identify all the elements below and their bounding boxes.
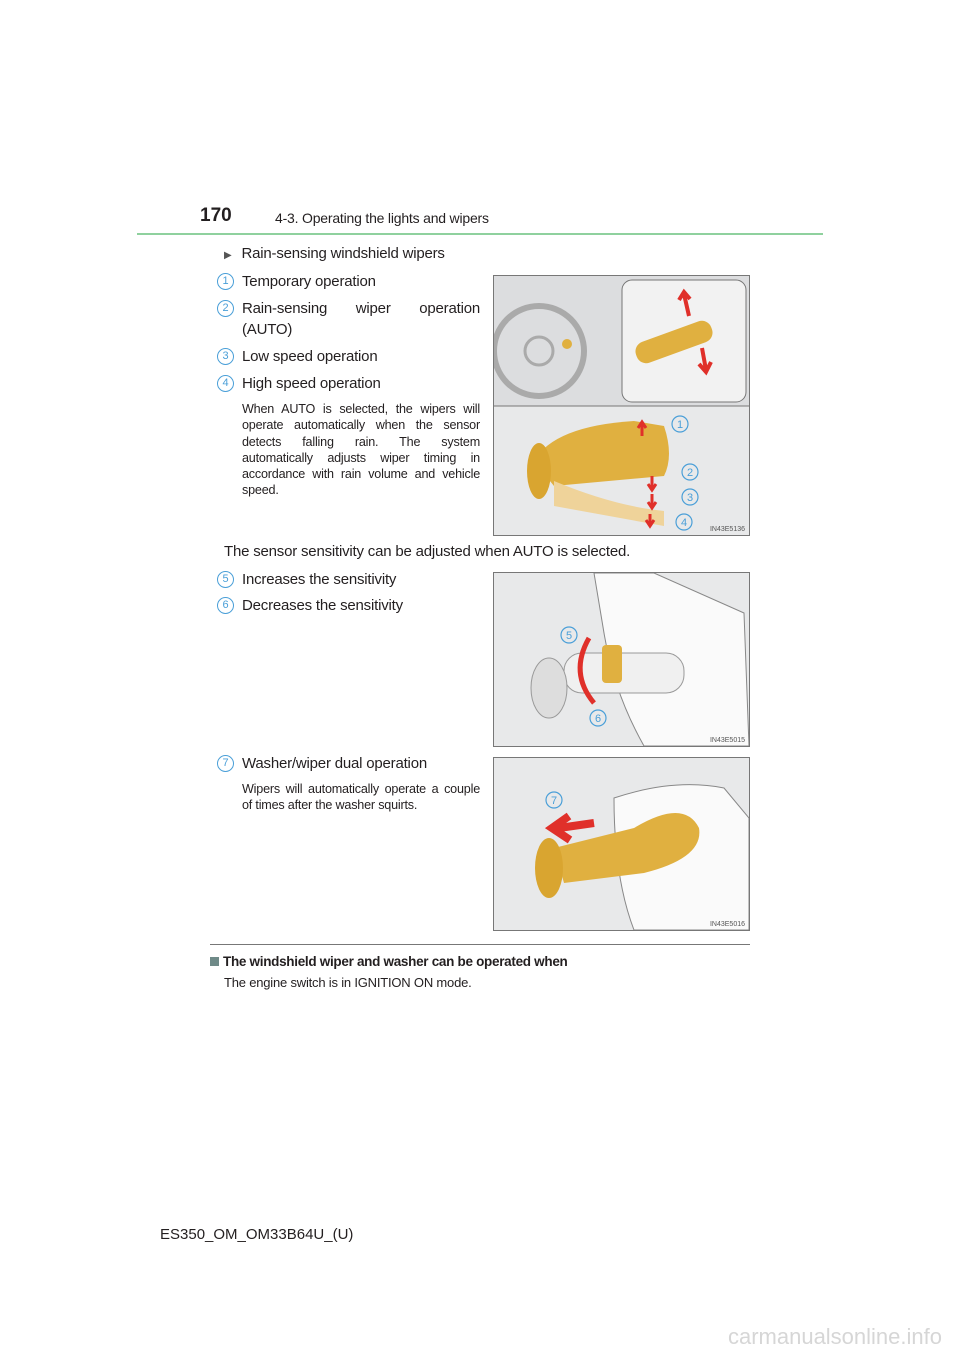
item-label: Temporary operation <box>242 273 376 290</box>
callout-7-icon: 7 <box>217 755 234 772</box>
subsection-heading: ▶ Rain-sensing windshield wipers <box>224 243 445 266</box>
svg-text:4: 4 <box>681 517 687 529</box>
page-number: 170 <box>200 205 232 226</box>
sensitivity-intro: The sensor sensitivity can be adjusted w… <box>224 543 631 560</box>
item-label: High speed operation <box>242 375 381 392</box>
svg-text:5: 5 <box>566 630 572 642</box>
item-label: Increases the sensitivity <box>242 571 397 588</box>
wiper-lever-figure: 1 2 3 4 IN43E5136 <box>493 275 750 536</box>
callout-5-icon: 5 <box>217 571 234 588</box>
note-text: Wipers will automatically operate a coup… <box>242 782 480 813</box>
callout-2-icon: 2 <box>217 300 234 317</box>
figure-code: IN43E5015 <box>709 737 745 744</box>
square-bullet-icon <box>210 957 219 966</box>
svg-text:2: 2 <box>687 467 693 479</box>
header-divider <box>137 233 823 235</box>
callout-6-icon: 6 <box>217 597 234 614</box>
item-label: Decreases the sensitivity <box>242 597 403 614</box>
item-label: Rain-sensing wiper operation (AUTO) <box>242 300 480 338</box>
note-text: When AUTO is selected, the wipers will o… <box>242 402 480 498</box>
watermark: carmanualsonline.info <box>727 1324 942 1349</box>
subsection-title: Rain-sensing windshield wipers <box>241 245 445 262</box>
item-label: Washer/wiper dual operation <box>242 755 427 772</box>
svg-text:6: 6 <box>595 713 601 725</box>
callout-4-icon: 4 <box>217 375 234 392</box>
item-label: Low speed operation <box>242 348 378 365</box>
triangle-bullet-icon: ▶ <box>224 250 232 261</box>
info-text: The engine switch is in IGNITION ON mode… <box>224 975 472 990</box>
callout-1-icon: 1 <box>217 273 234 290</box>
figure-code: IN43E5136 <box>709 526 745 533</box>
wiper-lever-illustration: 1 2 3 4 <box>494 276 749 531</box>
washer-figure: 7 IN43E5016 <box>493 757 750 931</box>
washer-illustration: 7 <box>535 784 749 930</box>
svg-text:1: 1 <box>677 419 683 431</box>
svg-text:3: 3 <box>687 492 693 504</box>
callout-3-icon: 3 <box>217 348 234 365</box>
section-title: 4-3. Operating the lights and wipers <box>275 210 489 226</box>
section-divider <box>210 944 750 945</box>
info-title: The windshield wiper and washer can be o… <box>223 954 568 969</box>
info-heading: The windshield wiper and washer can be o… <box>210 954 568 969</box>
sensitivity-illustration: 56 <box>530 573 749 746</box>
footer-doc-code: ES350_OM_OM33B64U_(U) <box>160 1226 354 1243</box>
svg-text:7: 7 <box>551 795 557 807</box>
figure-code: IN43E5016 <box>709 921 745 928</box>
